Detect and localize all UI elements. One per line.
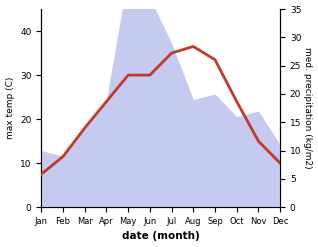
Y-axis label: med. precipitation (kg/m2): med. precipitation (kg/m2) [303,47,313,169]
X-axis label: date (month): date (month) [122,231,200,242]
Y-axis label: max temp (C): max temp (C) [5,77,15,139]
